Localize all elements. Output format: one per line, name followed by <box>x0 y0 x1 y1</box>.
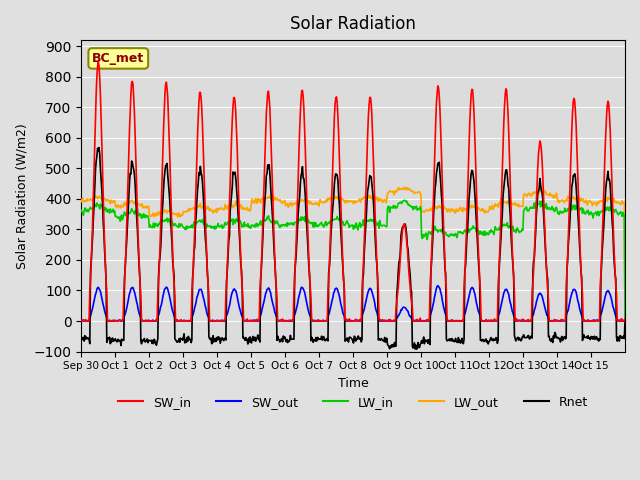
Title: Solar Radiation: Solar Radiation <box>290 15 416 33</box>
Text: BC_met: BC_met <box>92 52 145 65</box>
X-axis label: Time: Time <box>338 377 369 390</box>
Legend: SW_in, SW_out, LW_in, LW_out, Rnet: SW_in, SW_out, LW_in, LW_out, Rnet <box>113 391 593 414</box>
Y-axis label: Solar Radiation (W/m2): Solar Radiation (W/m2) <box>15 123 28 269</box>
